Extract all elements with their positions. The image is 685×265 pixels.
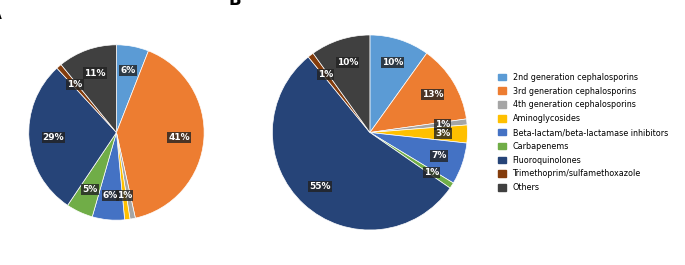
Wedge shape	[68, 132, 116, 217]
Wedge shape	[370, 53, 466, 132]
Wedge shape	[370, 132, 453, 188]
Text: 10%: 10%	[382, 58, 403, 67]
Wedge shape	[116, 51, 204, 218]
Wedge shape	[92, 132, 125, 220]
Text: 1%: 1%	[318, 70, 333, 79]
Text: 1%: 1%	[116, 191, 132, 200]
Text: 10%: 10%	[337, 58, 358, 67]
Text: 6%: 6%	[121, 66, 136, 75]
Text: 13%: 13%	[422, 90, 443, 99]
Wedge shape	[116, 132, 130, 220]
Wedge shape	[308, 53, 370, 132]
Wedge shape	[116, 45, 149, 132]
Text: A: A	[0, 5, 2, 23]
Wedge shape	[61, 45, 116, 132]
Wedge shape	[57, 65, 116, 132]
Text: B: B	[229, 0, 241, 9]
Text: 6%: 6%	[103, 191, 119, 200]
Text: 5%: 5%	[82, 185, 97, 194]
Wedge shape	[370, 132, 467, 183]
Wedge shape	[370, 119, 467, 132]
Text: 55%: 55%	[310, 182, 331, 191]
Text: 3%: 3%	[436, 129, 451, 138]
Text: 1%: 1%	[435, 120, 450, 129]
Wedge shape	[370, 35, 427, 132]
Text: 11%: 11%	[84, 69, 106, 78]
Wedge shape	[313, 35, 370, 132]
Legend: 2nd generation cephalosporins, 3rd generation cephalosporins, 4th generation cep: 2nd generation cephalosporins, 3rd gener…	[497, 72, 669, 193]
Text: 1%: 1%	[67, 80, 83, 89]
Wedge shape	[370, 125, 467, 143]
Text: 41%: 41%	[169, 133, 190, 142]
Text: 29%: 29%	[42, 133, 64, 142]
Wedge shape	[116, 132, 136, 219]
Wedge shape	[29, 68, 116, 205]
Text: 1%: 1%	[423, 168, 439, 177]
Wedge shape	[273, 57, 450, 230]
Text: 7%: 7%	[432, 152, 447, 161]
